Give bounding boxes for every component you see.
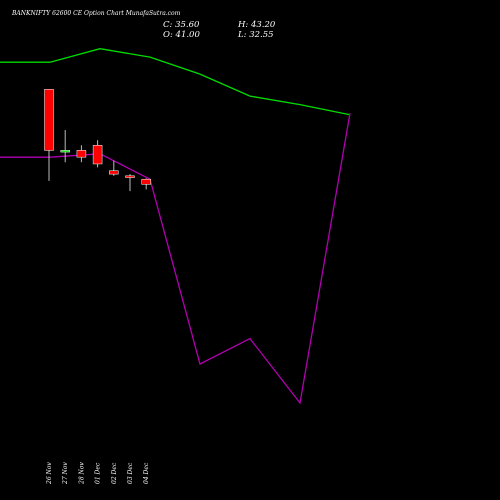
x-tick-label: 02 Dec: [111, 462, 118, 484]
candle-body: [44, 89, 54, 151]
x-tick-label: 03 Dec: [127, 462, 134, 484]
indicator-line-2: [0, 112, 351, 405]
x-tick-label: 28 Nov: [78, 462, 85, 485]
chart-title: BANKNIFTY 62600 CE Option Chart MunafaSu…: [11, 10, 181, 17]
low-value: L: 32.55: [237, 30, 274, 40]
candle: [60, 130, 70, 163]
high-value: H: 43.20: [237, 20, 276, 30]
x-tick-label: 04 Dec: [143, 462, 150, 484]
x-tick-label: 26 Nov: [46, 462, 53, 485]
candle-body: [76, 150, 87, 158]
candlesticks: [44, 89, 151, 192]
indicator-line-1: [0, 48, 351, 116]
x-tick-label: 01 Dec: [95, 462, 102, 484]
close-value: C: 35.60: [163, 20, 200, 30]
candle: [109, 160, 119, 176]
candle-body: [125, 175, 135, 178]
x-axis-labels: 26 Nov 27 Nov 28 Nov 01 Dec 02 Dec 03 Dec 04 D…: [46, 462, 150, 485]
candle-body: [92, 145, 103, 165]
x-tick-label: 27 Nov: [62, 462, 69, 485]
candle-body: [109, 170, 119, 175]
candle: [44, 89, 54, 181]
indicator-lines: [0, 48, 351, 405]
candle: [141, 178, 151, 190]
candle: [76, 145, 87, 163]
candle: [125, 174, 135, 192]
candle-body: [60, 150, 70, 153]
candle: [92, 140, 103, 168]
candle-body: [141, 178, 151, 185]
open-value: O: 41.00: [163, 30, 200, 40]
